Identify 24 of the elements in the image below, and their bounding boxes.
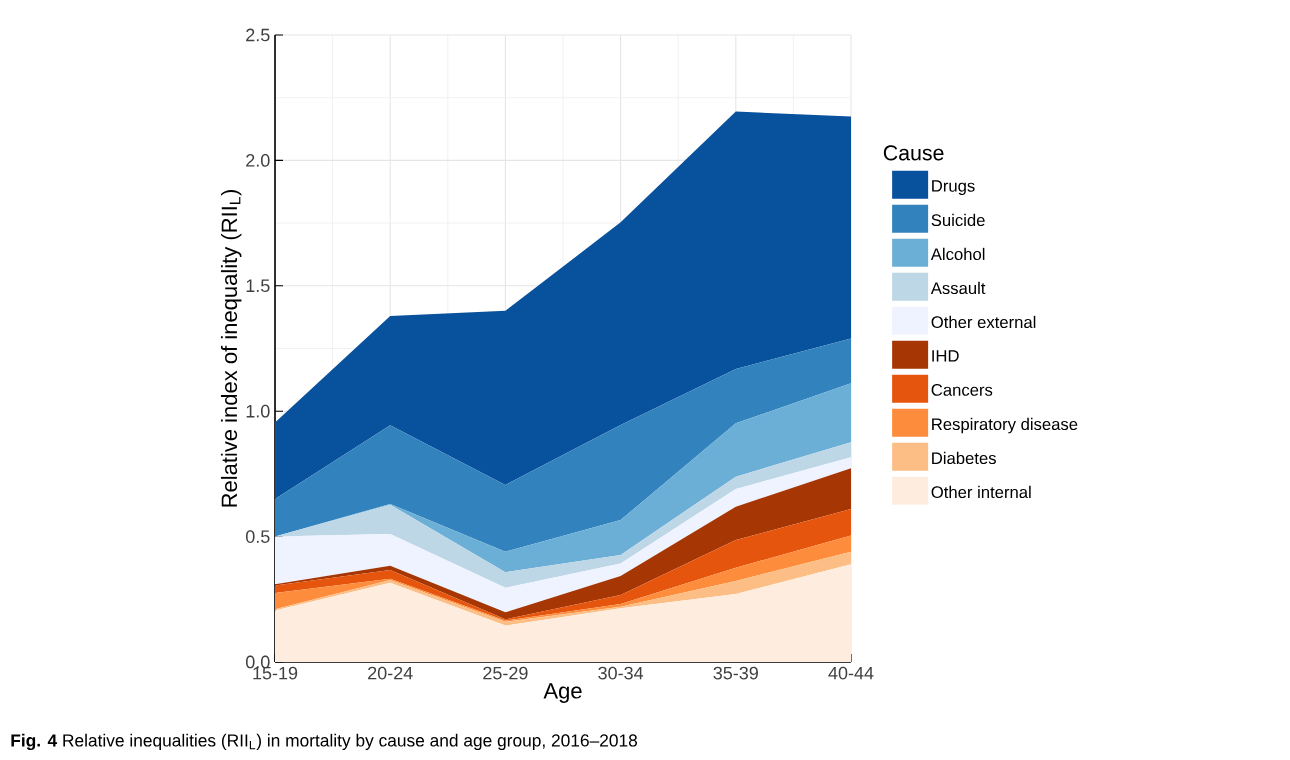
legend-label: Alcohol <box>930 247 985 261</box>
y-axis-title: Relative index of inequality (RII$_{L}$) <box>220 189 242 507</box>
y-tick-label: 0.5 <box>245 530 270 543</box>
x-tick-label: 30-34 <box>598 666 644 680</box>
y-tick-label: 2.0 <box>246 154 270 167</box>
legend-label: Assault <box>930 281 986 295</box>
x-tick-label: 40-44 <box>828 666 874 680</box>
x-tick-label: 20-24 <box>368 666 413 680</box>
text: Fig. 4 Relative inequalities (RII$_{L}$) in mortality by cause and age group, 2016–2018 <box>11 733 638 751</box>
x-tick-label: 25-29 <box>483 666 528 680</box>
legend-label: IHD <box>932 350 959 362</box>
legend-label: Drugs <box>932 180 975 196</box>
x-tick-label: 35-39 <box>713 666 758 680</box>
legend-title: Cause <box>883 145 944 161</box>
y-tick-label: 1.0 <box>246 404 270 418</box>
legend-label: Diabetes <box>932 451 996 465</box>
legend-label: Respiratory disease <box>932 417 1078 434</box>
legend-label: Cancers <box>931 384 993 396</box>
x-axis-title: Age <box>543 683 582 703</box>
y-tick-label: 1.5 <box>246 279 270 293</box>
legend-label: Suicide <box>931 213 985 227</box>
legend-label: Other internal <box>931 485 1031 499</box>
legend-label: Other external <box>931 315 1036 329</box>
y-tick-label: 2.5 <box>246 28 270 42</box>
